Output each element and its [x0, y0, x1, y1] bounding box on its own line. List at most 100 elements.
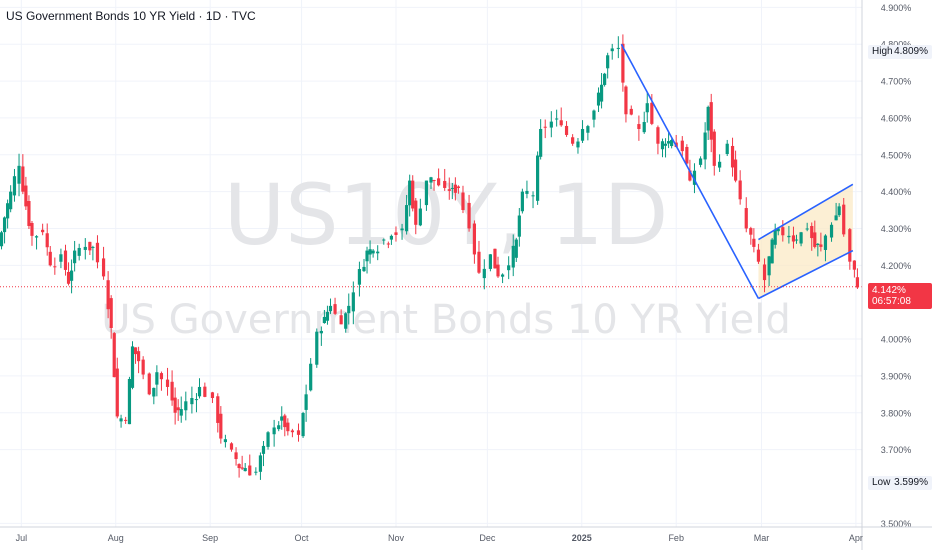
y-tick-label: 4.200%	[881, 261, 912, 271]
candle-body	[525, 190, 529, 194]
candle-body	[325, 311, 330, 321]
x-tick-label: Sep	[202, 533, 218, 543]
candle-body	[159, 373, 164, 380]
candle-body	[234, 452, 238, 460]
y-tick-label: 4.900%	[881, 3, 912, 13]
candle-body	[493, 248, 497, 269]
candle-body	[624, 86, 628, 115]
candle-body	[539, 128, 543, 157]
candle-body	[389, 235, 394, 240]
x-tick-label: Oct	[295, 533, 310, 543]
candle-body	[437, 178, 441, 186]
x-axis[interactable]: Jul Aug Sep Oct Nov Dec 2025 Feb Mar Apr	[0, 526, 932, 543]
candle-body	[73, 250, 77, 264]
candle-body	[101, 258, 106, 277]
candle-body	[680, 140, 684, 152]
candle-body	[24, 185, 28, 207]
candle-body	[2, 217, 7, 233]
candle-body	[791, 235, 796, 242]
candle-body	[365, 250, 369, 262]
candle-body	[536, 155, 540, 201]
candle-body	[738, 180, 742, 200]
candle-body	[136, 351, 141, 362]
x-tick-label: Aug	[108, 533, 124, 543]
candle-body	[599, 84, 604, 102]
candle-body	[152, 387, 156, 397]
candle-body	[53, 266, 57, 268]
candle-body	[45, 233, 49, 248]
x-tick-label: Dec	[479, 533, 496, 543]
y-tick-label: 3.800%	[881, 408, 912, 418]
candle-body	[258, 455, 263, 472]
candle-body	[194, 399, 199, 401]
candle-body	[794, 239, 799, 241]
candle-body	[69, 270, 74, 281]
candle-body	[709, 102, 713, 140]
candle-body	[650, 102, 654, 124]
y-tick-label: 4.800%	[881, 40, 912, 50]
candle-body	[692, 170, 697, 185]
low-marker: Low 3.599%	[868, 476, 932, 490]
candle-body	[286, 422, 290, 432]
candle-body	[261, 445, 266, 454]
candle-body	[787, 235, 791, 238]
candle-body	[0, 232, 4, 247]
candle-body	[219, 413, 223, 439]
candle-body	[576, 141, 580, 148]
candle-body	[744, 208, 748, 229]
candle-body	[17, 165, 21, 184]
candle-body	[254, 471, 258, 473]
candle-body	[514, 239, 518, 258]
candle-body	[488, 254, 492, 269]
candle-body	[301, 412, 305, 437]
candle-body	[424, 180, 429, 206]
candle-body	[382, 239, 386, 241]
watermark-symbol: US10Y, 1D	[224, 166, 669, 264]
channel-upper-line	[758, 183, 854, 241]
candle-body	[586, 126, 590, 133]
candle-body	[368, 249, 372, 255]
candle-body	[223, 439, 227, 443]
candle-body	[477, 251, 481, 273]
trend-drawings[interactable]	[758, 184, 853, 299]
candle-body	[165, 379, 170, 387]
candle-body	[453, 184, 457, 193]
candle-body	[712, 131, 716, 166]
candle-body	[555, 118, 559, 120]
candle-body	[176, 407, 180, 411]
candle-body	[482, 268, 486, 279]
high-marker: High 4.809%	[868, 45, 932, 59]
last-price-value: 4.142%	[872, 285, 906, 296]
candle-body	[571, 137, 575, 144]
watermark: US10Y, 1D US Government Bonds 10 YR Yiel…	[101, 166, 791, 343]
candle-body	[461, 192, 465, 210]
candle-body	[190, 398, 194, 405]
candle-body	[429, 177, 433, 183]
candle-body	[776, 228, 780, 232]
candle-body	[842, 204, 846, 235]
candle-body	[333, 304, 337, 314]
candle-body	[816, 243, 820, 245]
candle-body	[237, 464, 241, 469]
candle-body	[170, 381, 174, 401]
watermark-name: US Government Bonds 10 YR Yield	[101, 297, 791, 343]
candle-body	[48, 251, 52, 266]
candle-body	[813, 232, 817, 247]
candle-body	[580, 128, 585, 141]
candle-body	[112, 333, 116, 378]
y-tick-label: 3.700%	[881, 445, 912, 455]
candle-body	[130, 346, 135, 388]
x-tick-label: 2025	[572, 533, 592, 543]
candle-body	[520, 191, 524, 212]
candle-body	[432, 180, 436, 182]
candle-body	[666, 141, 671, 144]
y-axis[interactable]: 4.900% 4.800% 4.700% 4.600% 4.500% 4.400% 4.30…	[861, 0, 912, 550]
candle-body	[411, 180, 415, 209]
y-tick-label: 4.400%	[881, 187, 912, 197]
downtrend-line	[620, 43, 760, 299]
candle-body	[88, 241, 92, 251]
candle-body	[733, 159, 738, 181]
candle-body	[663, 143, 668, 146]
candle-body	[450, 187, 454, 189]
